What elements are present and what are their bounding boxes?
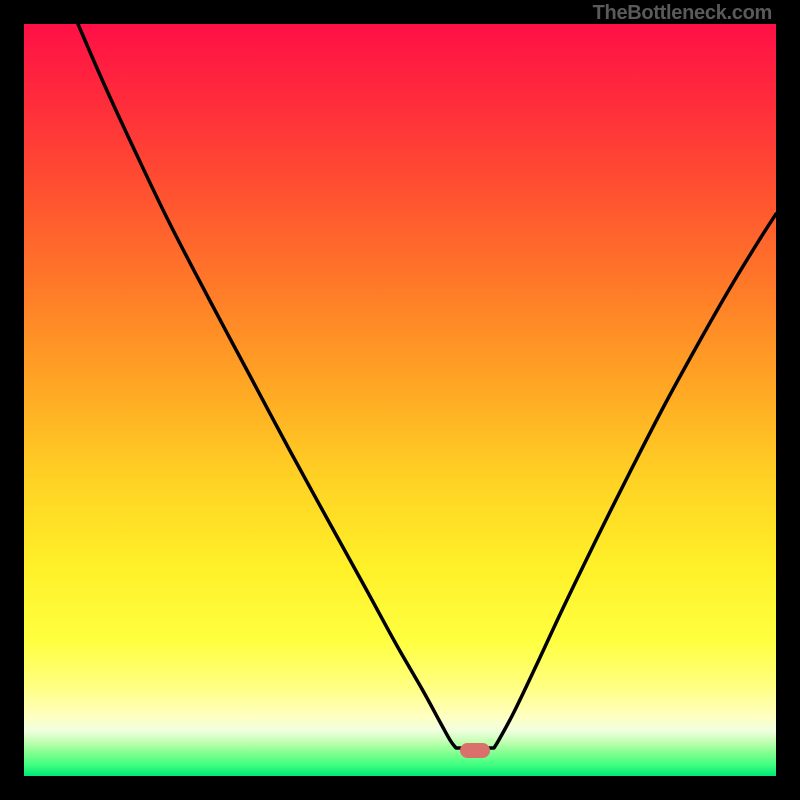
plot-area [24, 24, 776, 776]
bottleneck-curve [24, 24, 776, 776]
optimal-point-marker [460, 743, 490, 758]
chart-container: TheBottleneck.com [0, 0, 800, 800]
watermark-label: TheBottleneck.com [593, 2, 772, 25]
